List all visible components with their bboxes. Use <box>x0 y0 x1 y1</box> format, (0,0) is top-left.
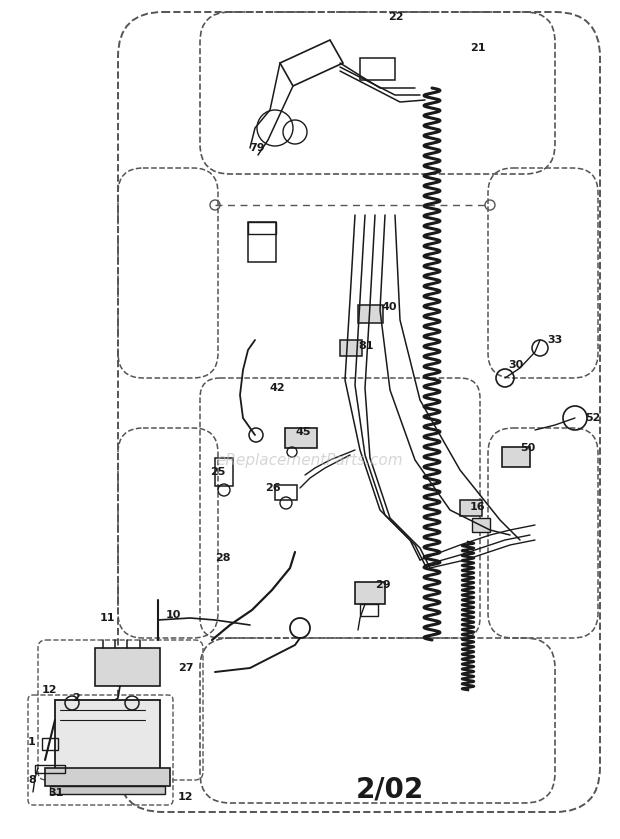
Bar <box>460 500 482 516</box>
Bar <box>355 582 385 604</box>
Text: eReplacementParts.com: eReplacementParts.com <box>216 452 404 467</box>
Text: 27: 27 <box>178 663 193 673</box>
Text: 16: 16 <box>470 502 485 512</box>
Text: 22: 22 <box>388 12 404 22</box>
Bar <box>360 604 378 616</box>
Text: 30: 30 <box>508 360 523 370</box>
Text: 12: 12 <box>42 685 58 695</box>
Bar <box>340 340 362 356</box>
Text: 50: 50 <box>520 443 535 453</box>
Bar <box>50 786 165 794</box>
Text: 79: 79 <box>249 143 265 153</box>
Text: 42: 42 <box>270 383 286 393</box>
Text: 28: 28 <box>215 553 231 563</box>
Bar <box>35 765 65 773</box>
Text: 10: 10 <box>166 610 182 620</box>
Text: 12: 12 <box>178 792 193 802</box>
Bar <box>360 58 395 80</box>
Text: 29: 29 <box>375 580 391 590</box>
Bar <box>472 518 490 532</box>
Bar <box>285 428 317 448</box>
Bar <box>248 222 276 262</box>
Text: 33: 33 <box>547 335 562 345</box>
Text: 11: 11 <box>100 613 115 623</box>
Text: 1: 1 <box>28 737 36 747</box>
Text: 8: 8 <box>28 775 36 785</box>
Text: 21: 21 <box>470 43 485 53</box>
Bar <box>42 738 58 750</box>
Bar <box>358 305 383 323</box>
Text: 52: 52 <box>585 413 600 423</box>
Bar <box>248 222 276 234</box>
Text: 2/02: 2/02 <box>356 776 424 804</box>
Bar <box>95 648 160 686</box>
Text: 45: 45 <box>295 427 311 437</box>
Text: 2: 2 <box>72 693 80 703</box>
Text: 25: 25 <box>210 467 226 477</box>
Bar <box>275 485 297 500</box>
Text: 26: 26 <box>265 483 281 493</box>
Bar <box>55 700 160 770</box>
Text: 40: 40 <box>382 302 397 312</box>
Bar <box>502 447 530 467</box>
Bar <box>215 458 233 486</box>
Text: 31: 31 <box>48 788 63 798</box>
Bar <box>45 768 170 786</box>
Text: 81: 81 <box>358 341 373 351</box>
